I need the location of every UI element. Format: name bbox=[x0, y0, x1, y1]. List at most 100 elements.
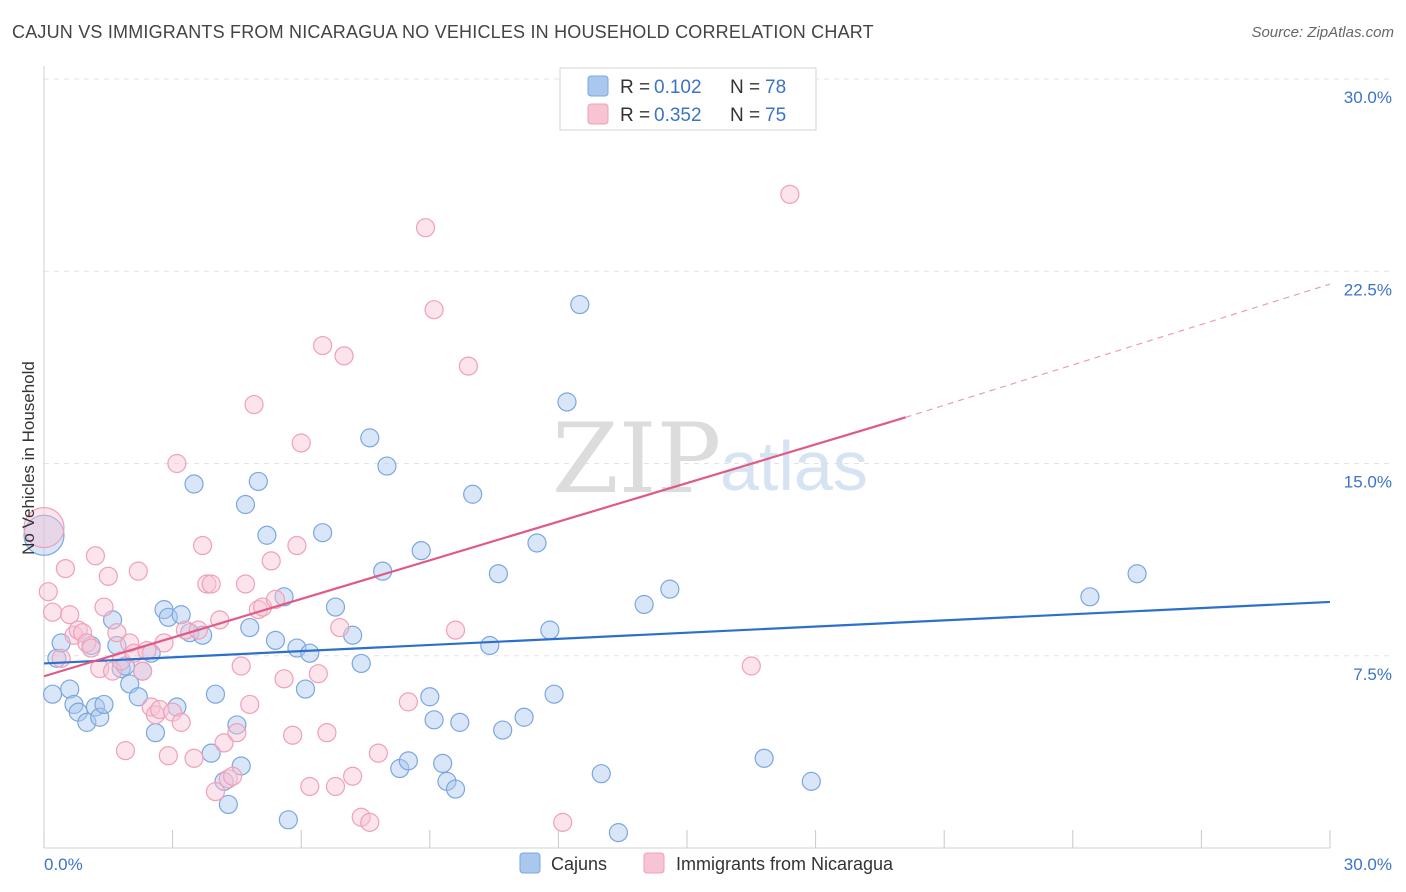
point-cajuns-71 bbox=[608, 823, 629, 843]
point-nicaragua-10 bbox=[81, 638, 101, 658]
point-cajuns-65 bbox=[527, 533, 547, 553]
point-nicaragua-43 bbox=[227, 723, 247, 743]
y-tick-label-2: 22.5% bbox=[1344, 280, 1392, 299]
point-nicaragua-52 bbox=[274, 669, 294, 689]
point-cajuns-53 bbox=[411, 541, 431, 561]
point-nicaragua-3 bbox=[51, 648, 71, 668]
point-nicaragua-0 bbox=[23, 506, 65, 549]
gridlines bbox=[44, 78, 1392, 657]
point-cajuns-4 bbox=[60, 679, 80, 699]
legend-r-label-1: R = bbox=[620, 77, 650, 98]
point-cajuns-24 bbox=[171, 605, 191, 625]
point-cajuns-44 bbox=[313, 523, 333, 543]
point-cajuns-52 bbox=[398, 751, 418, 771]
point-nicaragua-66 bbox=[368, 743, 388, 763]
point-nicaragua-46 bbox=[240, 694, 260, 715]
point-cajuns-70 bbox=[591, 764, 611, 784]
point-cajuns-43 bbox=[300, 643, 320, 663]
legend-n-label-2: N = bbox=[730, 105, 760, 126]
legend-swatch-cajuns bbox=[587, 75, 609, 97]
y-axis-label: No Vehicles in Household bbox=[19, 361, 38, 555]
point-nicaragua-1 bbox=[38, 582, 58, 602]
point-nicaragua-36 bbox=[197, 574, 217, 594]
point-cajuns-20 bbox=[145, 723, 166, 743]
source-label: Source: ZipAtlas.com bbox=[1251, 24, 1394, 41]
point-nicaragua-13 bbox=[94, 597, 114, 617]
point-cajuns-66 bbox=[540, 620, 560, 640]
point-nicaragua-71 bbox=[458, 356, 478, 376]
point-nicaragua-51 bbox=[265, 589, 286, 609]
point-cajuns-77 bbox=[1127, 564, 1147, 584]
point-nicaragua-54 bbox=[287, 535, 307, 556]
point-cajuns-69 bbox=[570, 294, 590, 315]
point-nicaragua-70 bbox=[445, 620, 466, 640]
point-cajuns-54 bbox=[420, 687, 440, 707]
point-cajuns-67 bbox=[544, 684, 564, 704]
legend-swatch-nicaragua bbox=[587, 103, 609, 125]
trend-line-cajuns bbox=[43, 600, 1331, 665]
trend-line-nicaragua bbox=[43, 416, 906, 678]
point-cajuns-64 bbox=[514, 707, 534, 727]
point-cajuns-28 bbox=[201, 743, 221, 763]
point-nicaragua-47 bbox=[244, 394, 264, 415]
point-cajuns-38 bbox=[265, 630, 286, 650]
point-cajuns-45 bbox=[325, 597, 346, 617]
point-cajuns-48 bbox=[360, 428, 380, 448]
chart-title: CAJUN VS IMMIGRANTS FROM NICARAGUA NO VE… bbox=[12, 22, 874, 42]
point-cajuns-74 bbox=[754, 748, 774, 768]
point-nicaragua-16 bbox=[107, 623, 127, 643]
bottom-legend-nicaragua: Immigrants from Nicaragua bbox=[676, 854, 894, 874]
point-cajuns-59 bbox=[450, 712, 470, 732]
point-nicaragua-37 bbox=[201, 574, 221, 594]
legend-r-label-2: R = bbox=[620, 105, 650, 126]
point-cajuns-47 bbox=[351, 653, 371, 674]
bottom-legend-swatch-cajuns bbox=[519, 852, 541, 874]
tick-labels: 7.5% 15.0% 22.5% 30.0% 0.0% 30.0% bbox=[44, 88, 1392, 874]
point-cajuns-60 bbox=[463, 484, 483, 504]
point-nicaragua-44 bbox=[231, 656, 251, 676]
point-cajuns-58 bbox=[445, 779, 466, 799]
point-nicaragua-31 bbox=[171, 712, 191, 732]
point-nicaragua-35 bbox=[193, 535, 213, 556]
point-cajuns-62 bbox=[488, 564, 508, 584]
x-tick-label-0: 0.0% bbox=[44, 855, 83, 874]
point-cajuns-72 bbox=[634, 594, 654, 615]
data-points bbox=[23, 184, 1147, 843]
point-cajuns-55 bbox=[424, 710, 444, 730]
point-cajuns-75 bbox=[801, 771, 821, 791]
point-cajuns-68 bbox=[557, 392, 577, 412]
point-nicaragua-45 bbox=[235, 574, 256, 594]
point-nicaragua-11 bbox=[85, 546, 106, 566]
point-nicaragua-62 bbox=[334, 346, 354, 366]
bottom-legend-cajuns: Cajuns bbox=[551, 854, 607, 874]
point-nicaragua-38 bbox=[205, 782, 226, 802]
point-nicaragua-58 bbox=[313, 335, 333, 356]
point-nicaragua-21 bbox=[128, 561, 148, 581]
point-nicaragua-19 bbox=[120, 633, 140, 653]
point-cajuns-1 bbox=[42, 684, 63, 704]
point-nicaragua-30 bbox=[167, 453, 187, 474]
point-nicaragua-72 bbox=[553, 812, 573, 832]
point-nicaragua-60 bbox=[325, 776, 346, 797]
point-nicaragua-8 bbox=[72, 623, 93, 643]
legend-n-label-1: N = bbox=[730, 77, 760, 98]
point-nicaragua-59 bbox=[317, 723, 337, 743]
point-nicaragua-68 bbox=[415, 218, 436, 238]
point-cajuns-17 bbox=[128, 687, 148, 707]
legend-n-value-2: 75 bbox=[765, 105, 786, 126]
trend-lines bbox=[43, 283, 1331, 678]
point-cajuns-31 bbox=[218, 794, 238, 815]
point-cajuns-29 bbox=[205, 684, 226, 704]
point-cajuns-42 bbox=[295, 679, 316, 699]
point-nicaragua-67 bbox=[398, 692, 418, 712]
point-cajuns-76 bbox=[1080, 587, 1100, 607]
point-nicaragua-63 bbox=[343, 766, 363, 786]
stats-legend: R = 0.102 N = 78 R = 0.352 N = 75 bbox=[559, 67, 817, 131]
x-tick-label-1: 30.0% bbox=[1344, 855, 1392, 874]
point-nicaragua-5 bbox=[60, 605, 80, 625]
y-tick-label-0: 7.5% bbox=[1353, 665, 1392, 684]
point-nicaragua-55 bbox=[291, 433, 311, 453]
point-cajuns-11 bbox=[94, 694, 114, 715]
point-nicaragua-14 bbox=[98, 566, 118, 586]
point-nicaragua-50 bbox=[261, 551, 281, 571]
